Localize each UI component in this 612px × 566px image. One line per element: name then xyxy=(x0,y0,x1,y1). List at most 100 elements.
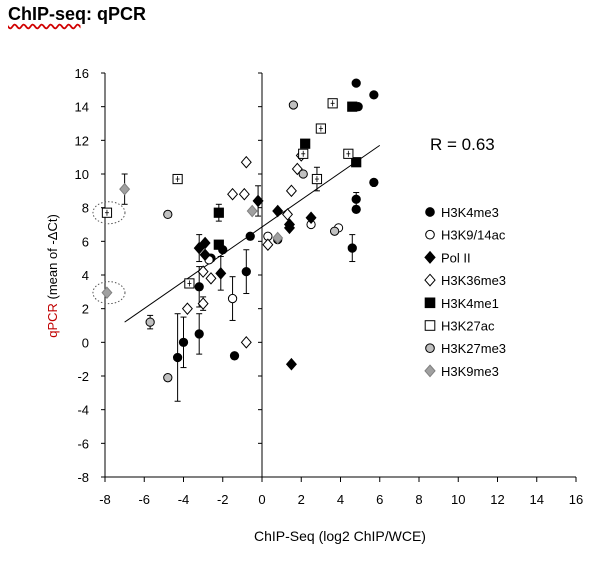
x-tick-label: 0 xyxy=(258,492,265,507)
series-h3k9-14ac xyxy=(204,219,344,321)
x-tick-label: 16 xyxy=(569,492,583,507)
y-tick-label: -6 xyxy=(77,436,89,451)
data-point xyxy=(272,204,284,218)
data-point xyxy=(178,337,189,347)
highlight-circle xyxy=(92,281,126,305)
y-axis-label-qpcr: qPCR xyxy=(45,303,60,338)
y-tick-label: 2 xyxy=(82,302,89,317)
data-point xyxy=(252,194,264,208)
x-tick-label: -4 xyxy=(178,492,190,507)
data-point xyxy=(285,184,297,198)
x-tick-label: 10 xyxy=(451,492,465,507)
page-title-prefix: ChIP-seq xyxy=(8,4,87,24)
series-h3k4me1 xyxy=(213,101,362,250)
legend-label: H3K4me3 xyxy=(441,205,499,220)
x-tick-label: 4 xyxy=(337,492,344,507)
data-point xyxy=(300,138,311,149)
legend-marker xyxy=(424,250,436,264)
y-tick-label: 10 xyxy=(75,167,89,182)
data-point xyxy=(227,293,238,304)
data-point xyxy=(163,373,173,383)
data-point xyxy=(262,238,274,251)
x-tick-label: -6 xyxy=(138,492,150,507)
legend-marker xyxy=(424,364,436,378)
data-point xyxy=(282,208,294,221)
legend-label: H3K27ac xyxy=(441,319,495,334)
data-point xyxy=(246,204,258,218)
y-tick-label: 8 xyxy=(82,201,89,216)
x-tick-label: 2 xyxy=(298,492,305,507)
legend-item: H3K27ac xyxy=(424,319,495,334)
legend-item: H3K36me3 xyxy=(424,273,506,288)
data-point xyxy=(240,155,252,169)
legend-item: H3K9me3 xyxy=(424,364,499,379)
data-point xyxy=(347,101,358,112)
series-h3k27ac xyxy=(101,98,354,289)
y-axis-label: qPCR (mean of -ΔCt) xyxy=(45,214,60,338)
data-point xyxy=(369,90,379,100)
x-tick-label: 8 xyxy=(415,492,422,507)
chart-axes: -8 -6 -4 -2 0 2 4 6 8 10 12 14 16 -8 -6 -4 -2 0 2 4 6 8 10 12 14… xyxy=(75,66,584,507)
data-point xyxy=(329,226,340,236)
y-tick-label: 6 xyxy=(82,234,89,249)
data-point xyxy=(351,204,361,214)
legend-item: H3K4me3 xyxy=(425,205,499,220)
legend-marker xyxy=(425,229,435,240)
series-h3k9me3 xyxy=(101,173,284,299)
x-tick-label: 6 xyxy=(376,492,383,507)
y-tick-label: -2 xyxy=(77,369,89,384)
data-point xyxy=(194,329,204,339)
data-point xyxy=(288,100,299,110)
legend-marker xyxy=(425,207,435,217)
x-tick-label: -2 xyxy=(217,492,229,507)
data-point xyxy=(197,297,209,310)
data-point xyxy=(272,231,284,245)
chart-legend: H3K4me3 H3K9/14ac Pol II H3K36me3 H3K4me1 H3K… xyxy=(424,205,506,379)
legend-label: Pol II xyxy=(441,250,471,265)
y-tick-label: 4 xyxy=(82,268,89,283)
y-tick-label: -8 xyxy=(77,470,89,485)
x-tick-label: 12 xyxy=(490,492,504,507)
legend-label: H3K4me1 xyxy=(441,296,499,311)
highlight-circle xyxy=(92,201,126,225)
data-point xyxy=(194,282,204,292)
y-tick-label: 14 xyxy=(75,100,89,115)
x-tick-label: -8 xyxy=(99,492,111,507)
data-point xyxy=(229,351,240,361)
data-point xyxy=(205,272,217,285)
y-tick-label: -4 xyxy=(77,403,89,418)
data-point xyxy=(351,157,362,168)
x-axis-label: ChIP-Seq (log2 ChIP/WCE) xyxy=(254,528,426,544)
data-point xyxy=(305,211,317,225)
legend-label: H3K9/14ac xyxy=(441,228,506,243)
data-point xyxy=(101,286,113,299)
data-point xyxy=(227,187,239,201)
legend-marker xyxy=(425,343,435,354)
data-point xyxy=(298,169,308,179)
data-point xyxy=(215,267,227,280)
data-point xyxy=(240,336,252,349)
data-point xyxy=(145,317,155,327)
data-point xyxy=(347,243,357,253)
legend-marker xyxy=(424,320,436,331)
data-point xyxy=(199,248,211,262)
data-point xyxy=(351,194,361,204)
data-point xyxy=(369,177,379,188)
correlation-annotation: R = 0.63 xyxy=(430,135,495,154)
data-point xyxy=(172,352,183,363)
legend-item: Pol II xyxy=(424,250,471,265)
data-point xyxy=(213,239,224,250)
page-title-suffix: : qPCR xyxy=(86,4,147,24)
highlight-circles xyxy=(92,201,126,305)
y-tick-label: 12 xyxy=(75,133,89,148)
data-point xyxy=(119,182,131,196)
data-point xyxy=(197,265,209,278)
data-point xyxy=(285,357,297,371)
legend-marker xyxy=(424,297,436,309)
data-point xyxy=(245,231,255,241)
y-tick-label: 0 xyxy=(82,335,89,350)
page-title: ChIP-seq: qPCR xyxy=(8,4,146,25)
data-point xyxy=(213,207,224,218)
data-point xyxy=(181,302,193,315)
